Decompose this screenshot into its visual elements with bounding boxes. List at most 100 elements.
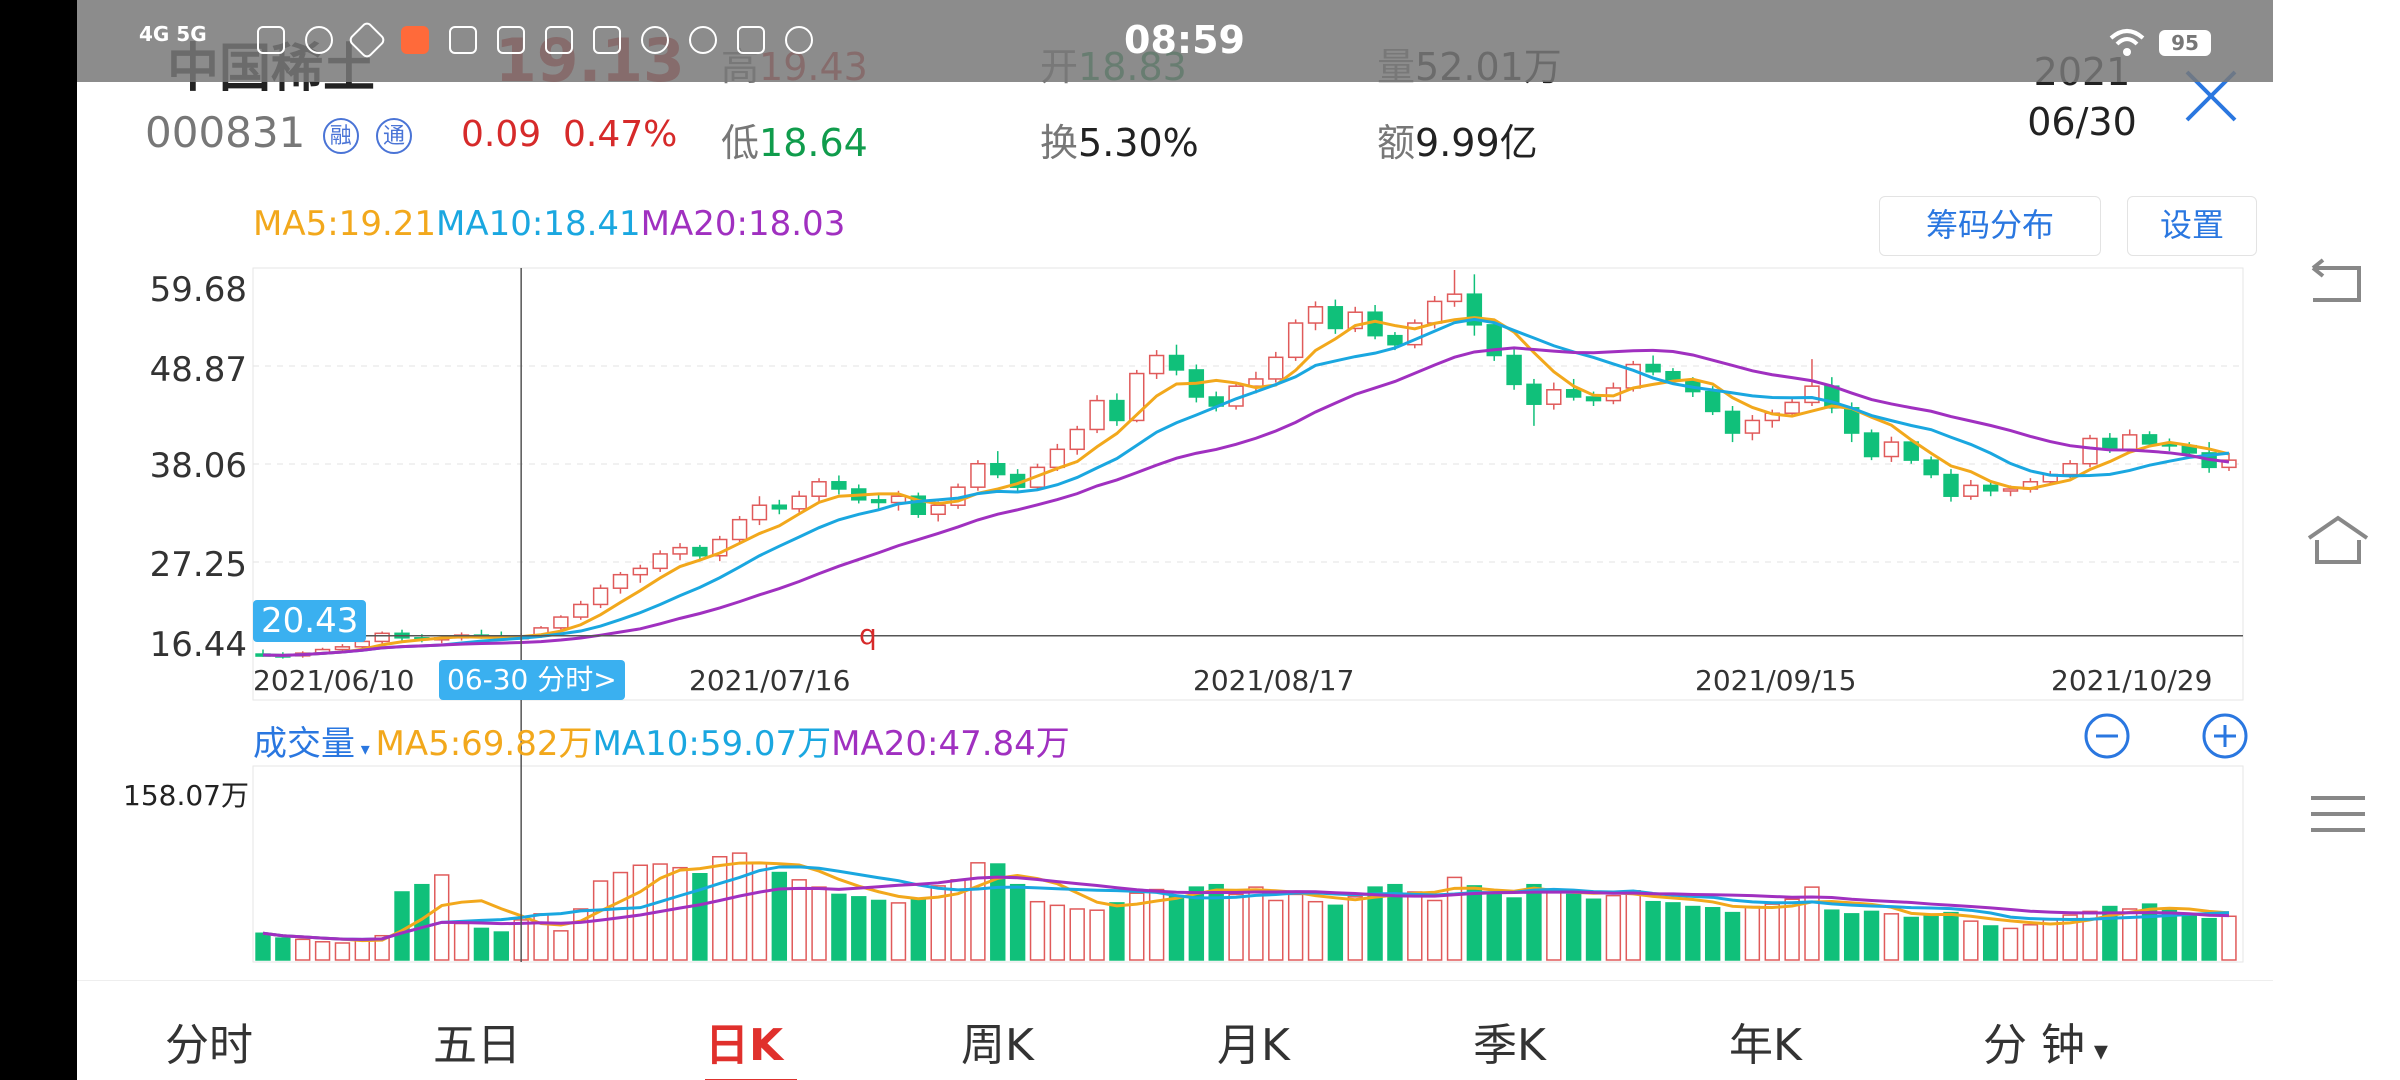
candle [1367,311,1383,337]
volume-bar [255,932,271,961]
settings-button[interactable]: 设置 [2127,196,2257,256]
back-icon[interactable] [2303,254,2373,314]
candle [354,640,370,648]
margin-trading-badge[interactable]: 融 [322,117,359,154]
volume-bar [1704,907,1721,961]
volume-bar [890,902,907,961]
volume-bar [1268,899,1284,961]
low-label: 低 [721,121,760,165]
flower-icon [785,26,813,54]
volume-bar [473,927,490,961]
price-axis-label: 38.06 [149,446,247,486]
price-axis-label: 27.25 [149,545,247,585]
volume-bar [1466,885,1483,961]
volume-bar [1744,905,1761,961]
volume-bar [394,891,410,961]
candle [334,646,351,651]
volume-dropdown-icon[interactable]: ▾ [355,739,376,760]
candle [2221,459,2237,469]
zoom-out-icon[interactable] [2083,712,2131,760]
volume-bar [1784,898,1800,961]
price-change: 0.09 [461,114,542,155]
volume-legend: 成交量 ▾ MA5:69.82万MA10:59.07万MA20:47.84万 [253,716,1070,765]
candle [672,546,688,555]
card-icon [737,26,765,54]
nfc-icon [305,26,333,54]
ma20-label: MA20:18.03 [640,204,846,244]
volume-bar [672,866,688,961]
tab-five-day[interactable]: 五日 [433,1020,521,1071]
battery-indicator: 95 [2159,30,2211,56]
candle [970,462,986,488]
candle [553,616,569,629]
candle [1089,399,1105,431]
candle [1982,484,1999,492]
volume-bar [1764,903,1780,961]
wifi-icon [2109,29,2145,56]
volume-bar [1982,925,1999,961]
tab-minutes[interactable]: 分 钟 ▾ [1983,1009,2108,1073]
tab-weekly-k[interactable]: 周K [961,1020,1034,1071]
candle [573,603,589,618]
tab-daily-k[interactable]: 日K [705,1020,784,1071]
volume-bar [731,852,748,961]
tab-yearly-k[interactable]: 年K [1729,1020,1802,1071]
zoom-in-icon[interactable] [2201,712,2249,760]
leaf-icon [347,20,387,60]
intraday-link[interactable]: 06-30 分时> [439,660,625,700]
volume-bar [1129,892,1145,961]
volume-bar [354,939,370,961]
volume-bar [2221,915,2237,961]
volume-bar [275,937,291,961]
volume-bar [2002,927,2019,961]
candle [930,504,946,515]
volume-bar [1724,911,1741,961]
home-icon[interactable] [2303,510,2373,570]
volume-bar [1863,910,1880,961]
tab-monthly-k[interactable]: 月K [1217,1020,1290,1071]
volume-bar [2122,908,2138,961]
volume-bar [791,879,807,961]
chip-distribution-button[interactable]: 筹码分布 [1879,196,2101,256]
volume-bar [1446,876,1463,961]
volume-bar [1486,893,1502,961]
candle [1724,410,1741,434]
app-notification-icon [401,26,429,54]
volume-bar [1188,886,1205,961]
candlestick-chart[interactable] [77,0,2273,980]
volume-bar [1903,916,1919,961]
volume-bar [2042,919,2058,961]
volume-bar [2082,910,2098,961]
tab-intraday[interactable]: 分时 [165,1020,253,1071]
price-change-percent: 0.47% [563,114,678,155]
candle [632,567,649,576]
menu-icon[interactable] [2303,784,2373,844]
vol-ma20-label: MA20:47.84万 [831,724,1070,764]
candle [1426,300,1443,324]
candle [1565,389,1582,398]
candle [771,504,788,510]
candle [1526,383,1542,405]
tab-quarterly-k[interactable]: 季K [1473,1020,1546,1071]
volume-bar [1963,920,1979,961]
candle [1307,306,1324,324]
volume-bar [712,856,728,961]
volume-bar [811,886,827,961]
date-axis-label: 2021/06/10 [253,664,415,697]
volume-bar [1685,905,1701,961]
candle [1903,441,1919,461]
volume-bar [2022,924,2039,961]
volume-bar [2102,905,2118,961]
candle [791,495,807,510]
volume-title[interactable]: 成交量 [253,724,355,764]
stock-connect-badge[interactable]: 通 [376,117,413,154]
volume-bar [1109,902,1125,961]
volume-bar [493,931,510,961]
camera-icon [689,26,717,54]
volume-ma-line-5 [262,861,2230,943]
chart-marker: q [859,618,877,651]
volume-bar [1526,883,1542,961]
date-axis-label: 2021/09/15 [1695,664,1857,697]
date-axis-label: 2021/07/16 [689,664,851,697]
volume-max-label: 158.07万 [123,779,249,812]
